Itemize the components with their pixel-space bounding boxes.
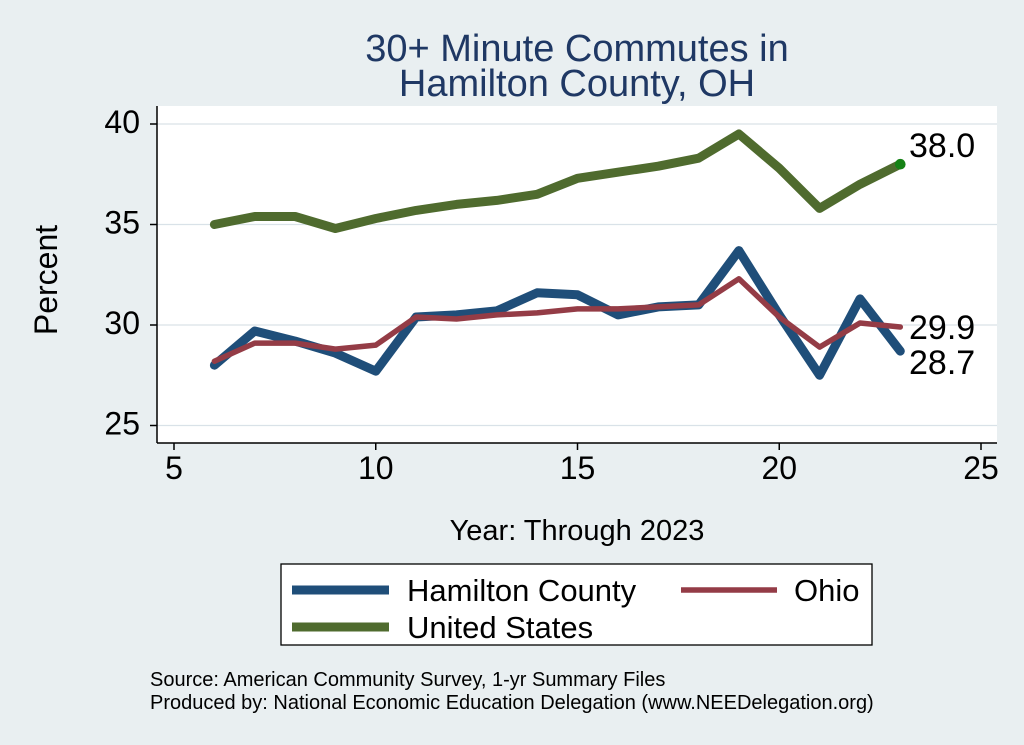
svg-text:29.9: 29.9: [909, 309, 975, 347]
svg-text:20: 20: [761, 450, 797, 486]
svg-text:Percent: Percent: [28, 225, 64, 335]
svg-text:35: 35: [104, 205, 140, 241]
svg-text:Year: Through 2023: Year: Through 2023: [450, 515, 705, 547]
svg-text:United States: United States: [407, 610, 593, 645]
svg-text:10: 10: [358, 450, 394, 486]
svg-text:25: 25: [104, 406, 140, 442]
svg-text:40: 40: [104, 104, 140, 140]
svg-text:15: 15: [560, 450, 596, 486]
svg-text:Source: American Community Sur: Source: American Community Survey, 1-yr …: [150, 669, 665, 691]
svg-text:5: 5: [165, 450, 183, 486]
svg-text:25: 25: [963, 450, 999, 486]
svg-text:28.7: 28.7: [909, 344, 975, 382]
svg-text:Ohio: Ohio: [794, 573, 859, 608]
svg-text:30: 30: [104, 305, 140, 341]
svg-text:Hamilton County: Hamilton County: [407, 573, 637, 608]
svg-text:Produced by: National Economic: Produced by: National Economic Education…: [150, 692, 874, 714]
svg-text:38.0: 38.0: [909, 127, 975, 165]
